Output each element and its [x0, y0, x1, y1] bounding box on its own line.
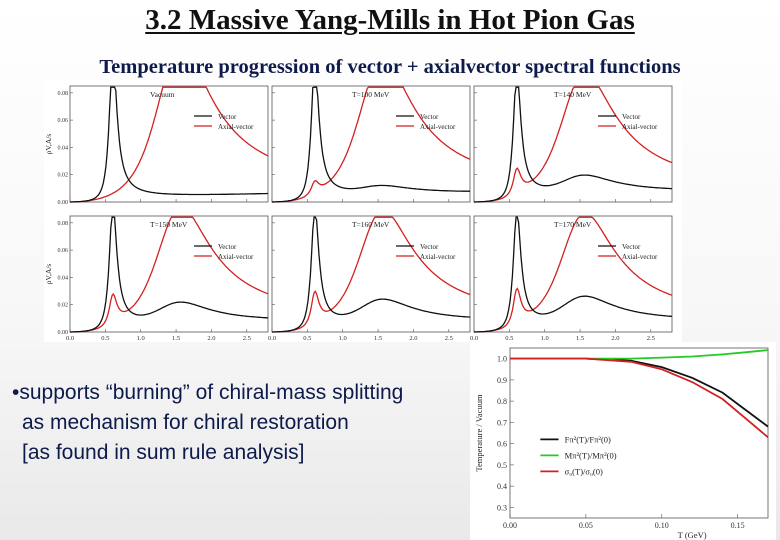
legend-label: σ₀(T)/σ₀(0)	[565, 466, 603, 476]
temperature-ratio-chart: 1.0 0.9 0.8 0.7 0.6 0.5 0.4 0.3 0.00 0.05 0.10 0.15…	[470, 342, 776, 540]
vector-curve	[272, 216, 471, 333]
y-tick-label: 0.08	[58, 221, 69, 227]
spectral-panel: T=100 MeV Vector Axial-vector	[271, 85, 471, 203]
legend-vector-label: Vector	[218, 113, 237, 121]
panel-frame	[473, 85, 673, 203]
x-tick-label: 2.0	[409, 335, 417, 342]
x-tick-label: 1.0	[339, 335, 347, 342]
slide-title: 3.2 Massive Yang-Mills in Hot Pion Gas	[145, 4, 635, 36]
axial-vector-curve	[272, 86, 471, 203]
panel-label: T=100 MeV	[352, 90, 390, 99]
legend-axial-label: Axial-vector	[622, 253, 658, 261]
spectral-panel: 0.0 0.5 1.0 1.5 2.0 2.5 T=170 MeV Vector Axial-v…	[470, 215, 673, 342]
vector-curve	[474, 86, 672, 203]
panel-label: T=140 MeV	[554, 90, 592, 99]
legend-label: Mπ²(T)/Mπ²(0)	[565, 450, 617, 460]
legend-vector-label: Vector	[622, 243, 641, 251]
y-tick-label: 0.8	[497, 397, 507, 406]
panel-frame	[69, 85, 269, 203]
x-tick-label: 1.0	[541, 335, 549, 342]
panel-label: T=160 MeV	[352, 220, 390, 229]
x-tick-label: 2.5	[243, 335, 251, 342]
vector-curve	[70, 216, 269, 333]
slide-subtitle: Temperature progression of vector + axia…	[99, 56, 681, 78]
panel-frame	[271, 85, 471, 203]
y-tick-label: 0.06	[58, 248, 69, 254]
y-axis-label: ρV,A/s	[44, 134, 53, 155]
y-tick-label: 0.3	[497, 503, 507, 512]
y-tick-label: 0.4	[497, 482, 507, 491]
y-tick-label: 1.0	[497, 355, 507, 364]
panel-label: T=170 MeV	[554, 220, 592, 229]
legend-axial-label: Axial-vector	[218, 123, 254, 131]
x-tick-label: 0.5	[303, 335, 311, 342]
legend-vector-label: Vector	[420, 243, 439, 251]
panel-frame	[69, 215, 269, 333]
x-tick-label: 1.5	[172, 335, 180, 342]
bullet-list: supports “burning” of chiral-mass splitt…	[12, 378, 462, 468]
axial-vector-curve	[474, 216, 673, 333]
y-tick-label: 0.06	[58, 118, 69, 124]
y-tick-label: 0.6	[497, 440, 507, 449]
y-axis-label: Temperature / Vacuum	[474, 394, 484, 472]
x-tick-label: 0.5	[505, 335, 513, 342]
legend-axial-label: Axial-vector	[420, 253, 456, 261]
y-tick-label: 0.02	[58, 173, 69, 179]
legend-label: Fπ²(T)/Fπ²(0)	[565, 434, 611, 444]
x-tick-label: 2.0	[207, 335, 215, 342]
x-tick-label: 2.5	[647, 335, 655, 342]
x-tick-label: 1.0	[137, 335, 145, 342]
spectral-panel: 0.00 0.02 0.04 0.06 0.08 0.0 0.5 1.0 1.5 2.0 2.5 T=…	[44, 215, 269, 342]
x-tick-label: 0.5	[101, 335, 109, 342]
x-tick-label: 0.15	[731, 521, 745, 530]
spectral-panel: 0.0 0.5 1.0 1.5 2.0 2.5 T=160 MeV Vector Axial-v…	[268, 215, 471, 342]
legend-vector-label: Vector	[420, 113, 439, 121]
x-tick-label: 0.10	[655, 521, 669, 530]
y-tick-label: 0.00	[58, 330, 69, 336]
panel-label: Vacuum	[150, 90, 175, 99]
x-axis-label: T (GeV)	[678, 530, 707, 540]
y-tick-label: 0.08	[58, 91, 69, 97]
y-tick-label: 0.04	[58, 145, 69, 151]
x-tick-label: 2.0	[611, 335, 619, 342]
y-tick-label: 0.7	[497, 418, 507, 427]
x-tick-label: 1.5	[374, 335, 382, 342]
legend-axial-label: Axial-vector	[218, 253, 254, 261]
panel-frame	[271, 215, 471, 333]
legend-axial-label: Axial-vector	[420, 123, 456, 131]
axial-vector-curve	[272, 216, 471, 333]
x-tick-label: 0.0	[268, 335, 276, 342]
vector-curve	[70, 86, 268, 203]
axial-vector-curve	[70, 216, 269, 333]
axial-vector-curve	[70, 86, 269, 203]
ratio-series-line	[510, 357, 769, 438]
legend-vector-label: Vector	[622, 113, 641, 121]
axial-vector-curve	[474, 86, 673, 203]
x-tick-label: 0.0	[66, 335, 74, 342]
x-tick-label: 0.05	[579, 521, 593, 530]
spectral-panel: T=140 MeV Vector Axial-vector	[473, 85, 673, 203]
legend-axial-label: Axial-vector	[622, 123, 658, 131]
y-tick-label: 0.02	[58, 303, 69, 309]
bullet-line-2: as mechanism for chiral restoration	[22, 411, 349, 434]
y-tick-label: 0.9	[497, 376, 507, 385]
spectral-panel: 0.00 0.02 0.04 0.06 0.08 Vacuum Vector Axial-ve…	[44, 85, 269, 206]
y-tick-label: 0.5	[497, 461, 507, 470]
bullet-line-1: supports “burning” of chiral-mass splitt…	[12, 378, 462, 408]
panel-label: T=150 MeV	[150, 220, 188, 229]
x-tick-label: 1.5	[576, 335, 584, 342]
vector-curve	[272, 86, 471, 203]
y-tick-label: 0.04	[58, 275, 69, 281]
y-tick-label: 0.00	[58, 200, 69, 206]
plot-frame	[509, 347, 769, 519]
x-tick-label: 0.0	[470, 335, 478, 342]
spectral-function-grid: 0.00 0.02 0.04 0.06 0.08 Vacuum Vector Axial-ve…	[44, 80, 682, 342]
panel-frame	[473, 215, 673, 333]
bullet-line-3: [as found in sum rule analysis]	[22, 441, 305, 464]
vector-curve	[474, 216, 673, 333]
legend-vector-label: Vector	[218, 243, 237, 251]
x-tick-label: 2.5	[445, 335, 453, 342]
y-axis-label: ρV,A/s	[44, 264, 53, 285]
x-tick-label: 0.00	[503, 521, 517, 530]
